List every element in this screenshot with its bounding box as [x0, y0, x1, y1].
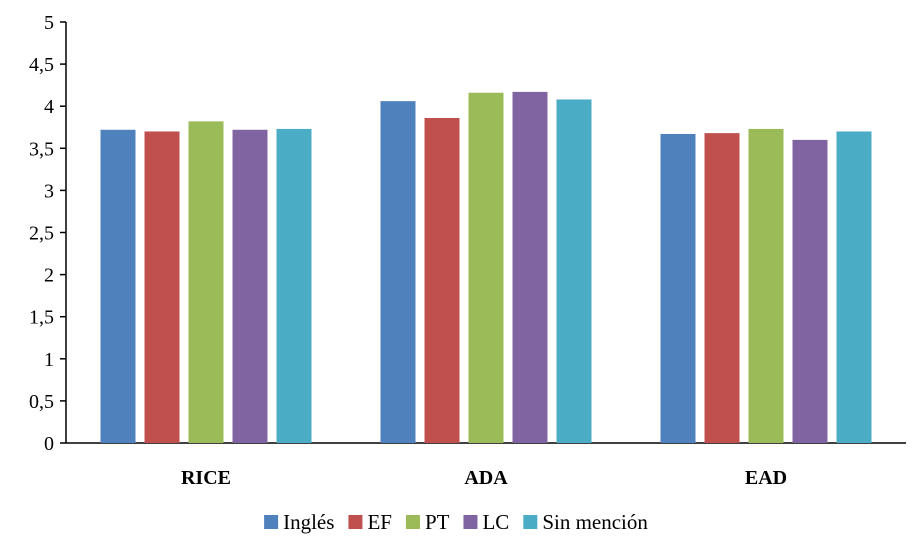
- bar-ada-inglés: [380, 101, 416, 443]
- bar-rice-inglés: [100, 129, 136, 443]
- bars: [100, 91, 872, 444]
- legend-swatch: [348, 515, 363, 529]
- y-tick-label: 3,5: [29, 138, 54, 160]
- legend-label: LC: [482, 510, 509, 534]
- bar-ada-lc: [512, 91, 548, 444]
- y-tick-label: 4: [44, 96, 54, 118]
- x-category-label: EAD: [745, 467, 787, 489]
- legend-swatch: [463, 515, 478, 529]
- y-tick-label: 5: [44, 12, 54, 34]
- legend-label: PT: [425, 510, 450, 534]
- legend-label: EF: [367, 510, 392, 534]
- y-tick-label: 3: [44, 180, 54, 202]
- x-category-label: RICE: [181, 467, 231, 489]
- bar-ada-sin-mención: [556, 99, 592, 444]
- bar-rice-lc: [232, 129, 268, 443]
- legend-label: Sin mención: [542, 510, 648, 534]
- legend: Inglés EF PT LC Sin mención: [264, 510, 648, 534]
- bar-ead-pt: [748, 128, 784, 443]
- y-tick-label: 0: [44, 433, 54, 455]
- y-tick-label: 2: [44, 265, 54, 287]
- y-tick-label: 1,5: [29, 307, 54, 329]
- legend-swatch: [405, 515, 420, 529]
- bar-rice-pt: [188, 121, 224, 443]
- bar-rice-sin-mención: [276, 128, 312, 443]
- y-tick-label: 1: [44, 349, 54, 371]
- y-tick-label: 2,5: [29, 223, 54, 245]
- legend-label: Inglés: [283, 510, 334, 534]
- x-axis: RICE ADA EAD: [66, 442, 906, 489]
- bar-ada-pt: [468, 92, 504, 443]
- y-tick-label: 4,5: [29, 54, 54, 76]
- bar-ead-inglés: [660, 133, 696, 443]
- bar-ead-lc: [792, 139, 828, 443]
- bar-rice-ef: [144, 131, 180, 443]
- legend-swatch: [523, 515, 538, 529]
- bar-ead-sin-mención: [836, 131, 872, 443]
- legend-swatch: [264, 515, 279, 529]
- y-axis: 0 0,5 1 1,5 2 2,5 3 3,5 4 4,5 5: [29, 12, 67, 455]
- bar-ead-ef: [704, 133, 740, 444]
- x-category-label: ADA: [464, 467, 508, 489]
- bar-ada-ef: [424, 117, 460, 443]
- y-tick-label: 0,5: [29, 391, 54, 413]
